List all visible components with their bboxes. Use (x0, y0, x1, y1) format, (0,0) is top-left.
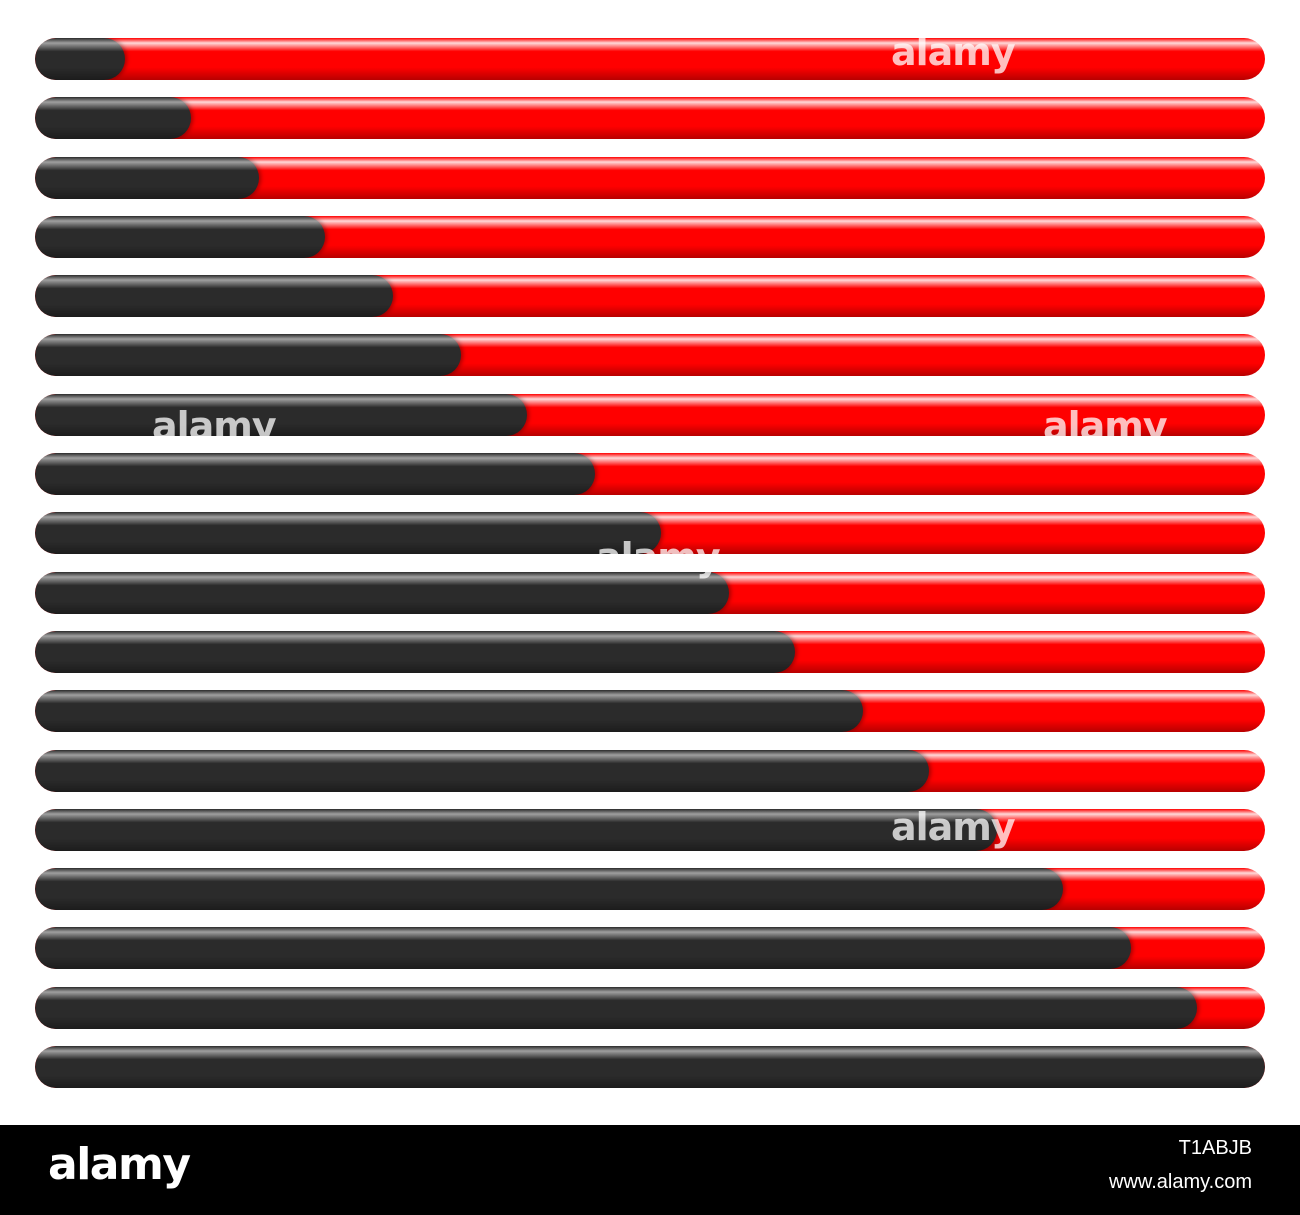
progress-bar-15 (35, 868, 1265, 911)
progress-bar-fill (35, 571, 729, 614)
progress-bar-fill (35, 38, 125, 80)
progress-bar-10 (35, 571, 1265, 614)
footer-url: www.alamy.com (1109, 1171, 1252, 1193)
progress-bar-fill (35, 393, 527, 436)
progress-bar-12 (35, 690, 1265, 733)
progress-bar-fill (35, 156, 259, 199)
progress-bar-fill (35, 97, 192, 140)
progress-bar-16 (35, 927, 1265, 970)
progress-bar-18 (35, 1046, 1265, 1089)
progress-bar-fill (35, 927, 1131, 970)
progress-bar-fill (35, 630, 796, 673)
progress-bar-7 (35, 393, 1265, 436)
progress-bar-fill (35, 986, 1198, 1029)
progress-bar-fill (35, 275, 393, 318)
progress-bar-fill (35, 512, 662, 555)
progress-bar-17 (35, 986, 1265, 1029)
progress-bar-1 (35, 38, 1265, 80)
progress-bar-fill (35, 1046, 1265, 1089)
progress-bar-3 (35, 156, 1265, 199)
progress-bar-list (35, 38, 1265, 1089)
progress-bar-11 (35, 630, 1265, 673)
progress-bar-fill (35, 334, 461, 377)
progress-bar-fill (35, 215, 326, 258)
progress-bar-6 (35, 334, 1265, 377)
progress-bar-8 (35, 453, 1265, 496)
progress-bar-fill (35, 690, 863, 733)
progress-bar-fill (35, 868, 1064, 911)
progress-bar-14 (35, 808, 1265, 851)
progress-bar-13 (35, 749, 1265, 792)
footer-logo: alamy (48, 1139, 191, 1190)
progress-bar-2 (35, 97, 1265, 140)
progress-bar-4 (35, 215, 1265, 258)
progress-bar-9 (35, 512, 1265, 555)
progress-bar-fill (35, 453, 595, 496)
progress-bar-fill (35, 808, 997, 851)
progress-bar-fill (35, 749, 930, 792)
progress-bar-5 (35, 275, 1265, 318)
footer-image-id: T1ABJB (1178, 1137, 1252, 1159)
footer-bar: alamy T1ABJB www.alamy.com (0, 1125, 1300, 1215)
